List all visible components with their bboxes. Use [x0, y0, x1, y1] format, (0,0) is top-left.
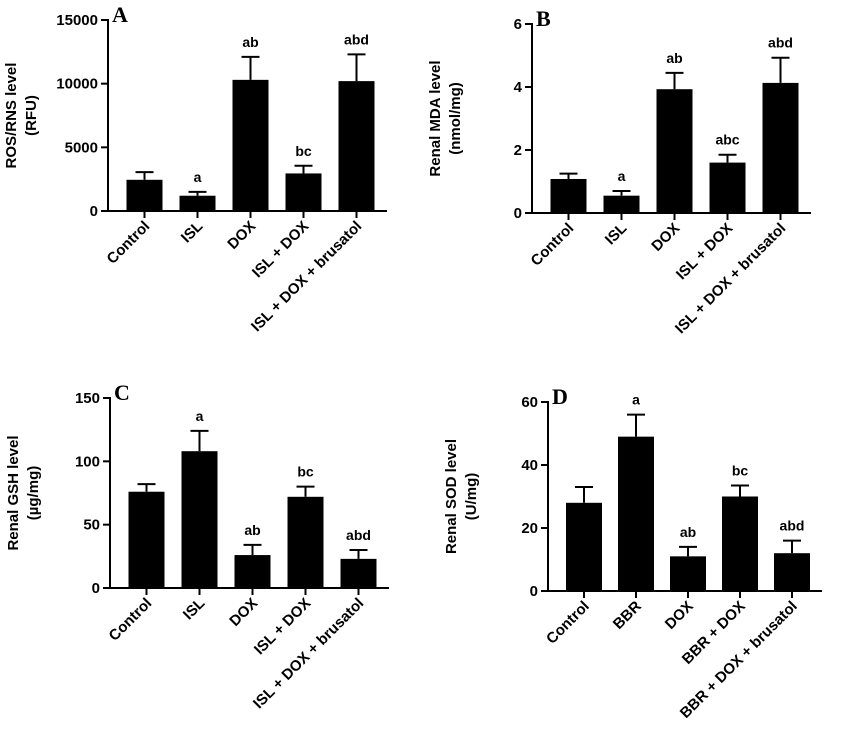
y-tick-label: 10000 [56, 76, 98, 93]
bar [287, 496, 324, 588]
x-tick-label: ISL [602, 220, 631, 249]
panel-label: A [112, 2, 128, 27]
x-tick-label: BBR [610, 598, 645, 633]
y-axis-label: Renal GSH level [5, 435, 22, 550]
bar [179, 195, 216, 211]
significance-label: abd [768, 35, 793, 51]
x-tick-label: DOX [662, 598, 697, 633]
significance-label: bc [295, 143, 312, 159]
bar [774, 553, 810, 591]
y-tick-label: 4 [514, 79, 523, 96]
significance-label: abd [780, 518, 805, 534]
y-tick-label: 100 [75, 453, 100, 470]
significance-label: a [618, 168, 626, 184]
significance-label: ab [680, 524, 696, 540]
y-tick-label: 0 [90, 203, 98, 220]
bar [285, 173, 322, 211]
x-tick-label: Control [104, 218, 154, 268]
significance-label: a [632, 392, 640, 408]
y-tick-label: 6 [514, 16, 522, 33]
significance-label: abd [346, 527, 371, 543]
bar [550, 178, 587, 213]
significance-label: bc [732, 462, 749, 478]
y-axis-label: ROS/RNS level [3, 63, 20, 169]
significance-label: bc [297, 464, 314, 480]
y-tick-label: 150 [75, 390, 100, 407]
bar [709, 162, 746, 213]
bar [340, 558, 377, 588]
x-tick-label: Control [528, 220, 578, 270]
y-tick-label: 60 [521, 394, 538, 411]
significance-label: ab [666, 50, 682, 66]
significance-label: a [194, 169, 202, 185]
y-tick-label: 40 [521, 457, 538, 474]
significance-label: ab [244, 522, 260, 538]
y-tick-label: 0 [530, 583, 538, 600]
bar [126, 179, 163, 211]
y-tick-label: 15000 [56, 12, 98, 29]
y-tick-label: 0 [514, 205, 522, 222]
bar [670, 556, 706, 591]
y-tick-label: 2 [514, 142, 522, 159]
bar [566, 502, 602, 591]
x-tick-label: Control [106, 595, 156, 645]
bar [618, 436, 654, 591]
y-tick-label: 0 [92, 580, 100, 597]
y-axis-label: (nmol/mg) [447, 82, 464, 155]
y-axis-label: (U/mg) [463, 473, 480, 521]
bar [722, 496, 758, 591]
x-tick-label: DOX [224, 218, 259, 253]
x-tick-label: ISL [178, 218, 207, 247]
bar [234, 555, 271, 588]
bar [603, 195, 640, 213]
bar [338, 81, 375, 212]
significance-label: abc [715, 132, 739, 148]
panel-label: C [114, 380, 130, 405]
panel-label: D [552, 384, 568, 409]
significance-label: abd [344, 31, 369, 47]
x-tick-label: Control [543, 598, 593, 648]
y-axis-label: (RFU) [23, 95, 40, 136]
panel-label: B [536, 6, 551, 31]
y-tick-label: 50 [83, 517, 100, 534]
y-axis-label: Renal SOD level [443, 439, 460, 554]
bar [128, 491, 165, 588]
bar [762, 82, 799, 213]
x-tick-label: DOX [226, 595, 261, 630]
bar [232, 79, 269, 211]
bar [656, 89, 693, 213]
y-tick-label: 5000 [65, 139, 98, 156]
x-tick-label: DOX [648, 220, 683, 255]
significance-label: a [196, 408, 204, 424]
x-tick-label: ISL [180, 595, 209, 624]
y-tick-label: 20 [521, 520, 538, 537]
y-axis-label: Renal MDA level [427, 60, 444, 176]
y-axis-label: (µg/mg) [25, 466, 42, 520]
significance-label: ab [242, 34, 258, 50]
bar [181, 451, 218, 588]
